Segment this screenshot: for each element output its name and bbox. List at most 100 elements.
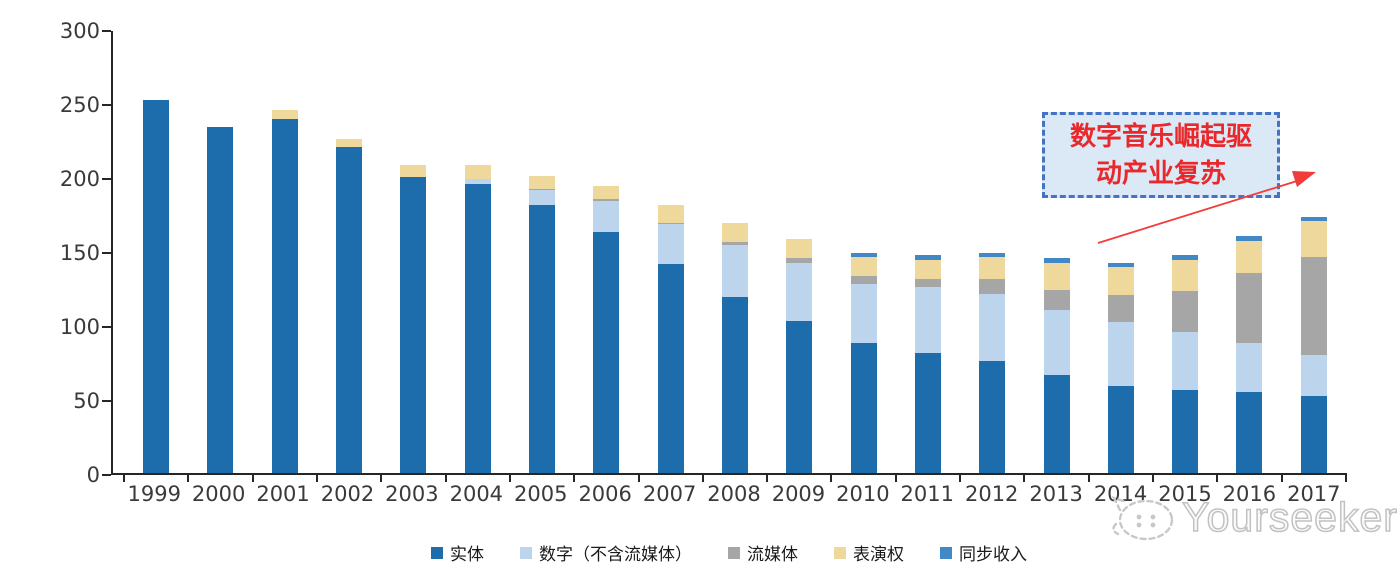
segment-streaming-2008 (721, 242, 748, 246)
segment-digital-excl-streaming-2008 (721, 245, 748, 297)
x-axis-tick-mark (123, 475, 125, 482)
segment-performance-rights-2017 (1300, 221, 1327, 257)
x-axis-labels: 1999 2000 2001 2002 2003 2004 2005 2006 2007 2008… (122, 482, 1346, 506)
y-axis: 0 50 100 150 200 250 300 (30, 19, 111, 487)
y-axis-tick-label: 250 (59, 93, 100, 117)
bar-2001 (271, 110, 298, 473)
bar-2012 (979, 252, 1006, 473)
bar-cell-2011 (894, 31, 960, 482)
segment-digital-excl-streaming-2010 (850, 283, 877, 343)
x-axis-label-2016: 2016 (1222, 482, 1277, 506)
bar-cell-2008 (701, 31, 767, 482)
bar-cell-2013 (1023, 31, 1088, 482)
bar-2014 (1107, 262, 1134, 473)
bar-cell-2010 (830, 31, 895, 482)
segment-digital-excl-streaming-2014 (1107, 322, 1134, 386)
x-axis-tick-mark (766, 475, 769, 482)
cat-logo-icon (1111, 495, 1174, 541)
legend-item-streaming: 流媒体 (728, 540, 798, 565)
legend-label-performance-rights: 表演权 (853, 545, 904, 564)
segment-streaming-2015 (1172, 290, 1199, 333)
bar-cell-2014 (1087, 31, 1153, 482)
segment-sync-2012 (979, 252, 1006, 257)
legend-marker-streaming (728, 546, 740, 559)
segment-streaming-2007 (657, 222, 684, 225)
y-axis-tick-mark (102, 30, 111, 32)
y-axis-tick-label: 200 (59, 167, 100, 191)
segment-performance-rights-2010 (850, 256, 877, 277)
x-axis-tick-mark (959, 475, 962, 482)
segment-physical-2007 (657, 264, 684, 473)
segment-physical-2014 (1107, 385, 1134, 473)
bar-2009 (786, 239, 813, 473)
watermark-text: Yourseeker (1181, 493, 1398, 541)
segment-streaming-2005 (529, 188, 556, 191)
segment-performance-rights-2001 (271, 110, 298, 120)
y-axis-tick-label: 0 (86, 463, 100, 487)
segment-physical-1999 (143, 100, 170, 473)
bar-cell-1999 (123, 31, 188, 482)
x-axis-label-2017: 2017 (1287, 482, 1341, 506)
y-axis-tick-mark (102, 178, 111, 180)
x-axis-tick-mark (380, 475, 383, 482)
segment-digital-excl-streaming-2004 (464, 178, 491, 185)
segment-performance-rights-2012 (979, 256, 1006, 280)
bar-cell-2007 (637, 31, 703, 482)
segment-physical-2003 (400, 177, 427, 473)
segment-streaming-2017 (1300, 256, 1327, 355)
segment-performance-rights-2007 (657, 205, 684, 223)
legend-item-performance-rights: 表演权 (834, 540, 904, 565)
segment-physical-2005 (529, 205, 556, 473)
x-axis-label-2008: 2008 (707, 482, 761, 506)
y-axis-tick-mark (102, 252, 111, 254)
y-axis-tick-label: 50 (73, 389, 100, 413)
bar-2015 (1172, 255, 1199, 473)
legend-label-digital-excl-streaming: 数字（不含流媒体） (539, 545, 692, 564)
x-axis-label-2010: 2010 (836, 482, 890, 506)
segment-digital-excl-streaming-2016 (1236, 342, 1263, 392)
x-axis-tick-mark (701, 475, 704, 482)
plot-area (111, 31, 1347, 482)
segment-performance-rights-2016 (1236, 240, 1263, 274)
segment-sync-2014 (1107, 262, 1134, 268)
x-axis-tick-mark (1216, 475, 1219, 482)
x-axis-tick-mark (1280, 475, 1283, 482)
segment-digital-excl-streaming-2006 (593, 200, 620, 232)
bar-cell-2009 (766, 31, 831, 482)
segment-digital-excl-streaming-2007 (657, 224, 684, 265)
bar-2000 (207, 126, 234, 473)
bar-cell-2004 (444, 31, 510, 482)
bar-cell-2000 (187, 31, 252, 482)
segment-digital-excl-streaming-2013 (1043, 310, 1070, 376)
bar-cell-2017 (1280, 31, 1347, 482)
bar-cell-2003 (380, 31, 445, 482)
x-axis-tick-mark (1087, 475, 1090, 482)
bar-2008 (721, 222, 748, 473)
segment-physical-2010 (850, 342, 877, 473)
segment-performance-rights-2006 (593, 185, 620, 200)
segment-performance-rights-2008 (721, 222, 748, 243)
bar-cell-2015 (1152, 31, 1217, 482)
legend-label-physical: 实体 (450, 545, 484, 564)
bar-2006 (593, 185, 620, 473)
segment-physical-2015 (1172, 390, 1199, 473)
bar-2016 (1236, 236, 1263, 473)
bar-2011 (914, 255, 941, 473)
bar-cell-2005 (508, 31, 574, 482)
bar-2005 (529, 175, 556, 473)
legend-item-digital-excl-streaming: 数字（不含流媒体） (520, 540, 692, 565)
y-axis-tick-label: 300 (59, 19, 100, 43)
legend-marker-sync (940, 546, 952, 559)
bars-row (123, 31, 1347, 482)
segment-sync-2013 (1043, 258, 1070, 263)
y-axis-tick-label: 100 (59, 315, 100, 339)
x-axis-label-2011: 2011 (900, 482, 954, 506)
segment-physical-2001 (271, 119, 298, 473)
x-axis-label-2015: 2015 (1158, 482, 1212, 506)
bar-cell-2001 (251, 31, 317, 482)
bar-2007 (657, 205, 684, 473)
segment-performance-rights-2009 (786, 239, 813, 259)
segment-physical-2008 (721, 296, 748, 473)
segment-digital-excl-streaming-2012 (979, 293, 1006, 361)
